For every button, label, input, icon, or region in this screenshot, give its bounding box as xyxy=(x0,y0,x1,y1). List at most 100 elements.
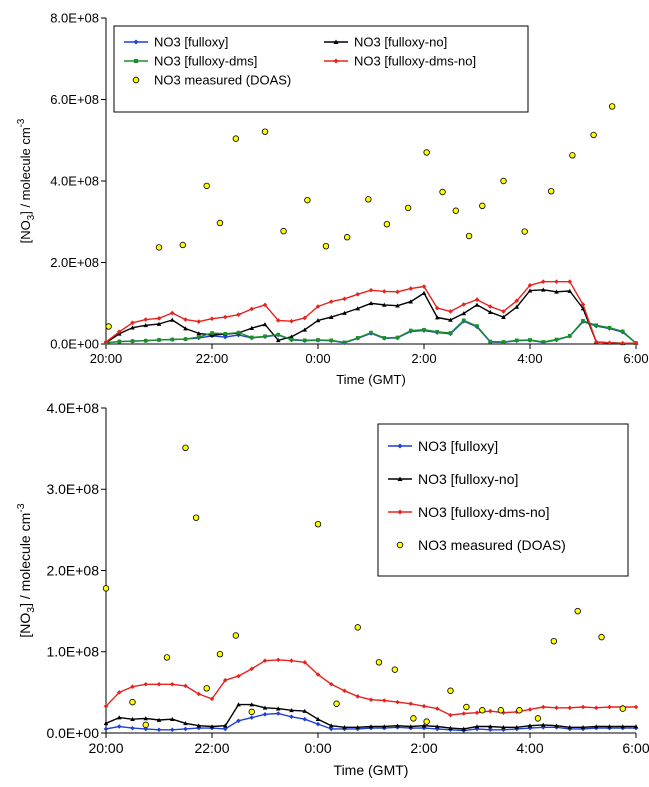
data-point xyxy=(209,724,215,729)
data-point xyxy=(289,334,294,339)
data-point xyxy=(434,315,440,320)
data-point xyxy=(607,704,612,710)
data-point xyxy=(170,337,175,342)
data-point xyxy=(421,290,427,295)
y-tick-label: 2.0E+08 xyxy=(50,255,99,270)
data-point xyxy=(275,706,281,711)
legend-label: NO3 [fulloxy-dms-no] xyxy=(418,504,549,520)
data-point xyxy=(514,304,520,309)
data-point xyxy=(368,724,374,729)
data-point xyxy=(633,704,639,710)
data-point xyxy=(448,712,453,718)
data-point xyxy=(633,724,639,729)
data-point xyxy=(343,234,351,241)
data-point xyxy=(448,309,453,314)
legend-box xyxy=(113,25,529,113)
data-point xyxy=(355,725,361,730)
data-point xyxy=(302,327,308,332)
data-point xyxy=(328,681,334,687)
data-point xyxy=(262,302,268,308)
data-point xyxy=(103,726,109,732)
data-point xyxy=(249,335,254,340)
x-tick-label: 4:00 xyxy=(517,351,542,366)
legend-entry: NO3 measured (DOAS) xyxy=(132,73,291,88)
data-point xyxy=(342,296,347,302)
data-point xyxy=(261,128,269,135)
data-point xyxy=(447,687,454,694)
data-point xyxy=(355,694,361,699)
x-tick-label: 6:00 xyxy=(622,740,649,756)
data-point xyxy=(434,706,440,711)
legend: NO3 [fulloxy] NO3 [fulloxy-no] NO3 [fullox… xyxy=(377,423,629,577)
data-point xyxy=(574,607,581,615)
x-tick-label: 22:00 xyxy=(194,740,229,756)
chart-panel-1: 0.0E+00 2.0E+08 4.0E+08 6.0E+08 8.0E+08 20:00… xyxy=(16,11,649,387)
legend-marker xyxy=(333,39,339,44)
data-point xyxy=(315,721,321,727)
data-point xyxy=(155,244,163,251)
data-point xyxy=(183,337,188,341)
data-point xyxy=(169,681,175,687)
legend-box xyxy=(377,423,629,577)
data-point xyxy=(275,657,281,663)
data-point xyxy=(487,309,493,315)
data-point xyxy=(196,725,202,731)
data-point xyxy=(448,331,453,335)
data-point xyxy=(209,696,215,702)
data-point xyxy=(448,725,453,730)
data-point xyxy=(487,708,493,714)
data-point xyxy=(569,152,576,159)
data-point xyxy=(203,182,210,190)
y-tick-label: 4.0E+08 xyxy=(46,400,99,416)
series-no3-measured-doas xyxy=(105,103,616,330)
data-point xyxy=(501,710,506,715)
y-tick-label: 2.0E+08 xyxy=(46,562,99,578)
data-point xyxy=(383,220,391,228)
series-no3-fulloxy xyxy=(103,711,639,733)
legend-label: NO3 [fulloxy] xyxy=(418,438,498,454)
legend-entry: NO3 [fulloxy] xyxy=(388,438,498,454)
data-point xyxy=(103,720,109,726)
x-tick-label: 20:00 xyxy=(90,351,123,366)
data-point xyxy=(421,703,427,709)
data-point xyxy=(391,666,399,673)
data-point xyxy=(487,304,493,309)
data-point xyxy=(395,699,400,705)
data-point xyxy=(381,698,387,703)
data-point xyxy=(263,334,267,339)
y-tick-label: 0.0E+00 xyxy=(46,725,99,741)
data-point xyxy=(540,704,546,710)
data-point xyxy=(598,633,605,641)
data-point xyxy=(130,325,135,330)
data-point xyxy=(421,723,427,728)
data-point xyxy=(328,723,334,728)
data-point xyxy=(156,316,162,321)
data-point xyxy=(316,338,320,342)
data-point xyxy=(262,712,268,717)
data-point xyxy=(289,707,294,713)
data-point xyxy=(196,335,201,339)
data-point xyxy=(236,312,241,317)
x-tick-label: 2:00 xyxy=(410,740,437,756)
data-point xyxy=(608,103,616,110)
legend-entry: NO3 [fulloxy] xyxy=(124,35,228,50)
data-point xyxy=(607,325,612,330)
data-point xyxy=(421,725,427,731)
data-point xyxy=(410,715,417,722)
data-point xyxy=(355,336,360,340)
data-point xyxy=(222,677,228,683)
data-point xyxy=(593,724,599,729)
data-point xyxy=(516,707,523,714)
legend-marker xyxy=(132,76,140,84)
data-point xyxy=(381,302,387,307)
data-point xyxy=(500,177,507,185)
data-point xyxy=(236,673,241,679)
data-point xyxy=(461,318,466,323)
data-point xyxy=(554,705,559,711)
y-tick-label: 3.0E+08 xyxy=(46,481,99,497)
data-point xyxy=(381,724,387,729)
data-point xyxy=(527,707,533,712)
x-tick-label: 22:00 xyxy=(196,351,229,366)
legend-entry: NO3 measured (DOAS) xyxy=(396,537,566,553)
data-point xyxy=(216,650,224,658)
